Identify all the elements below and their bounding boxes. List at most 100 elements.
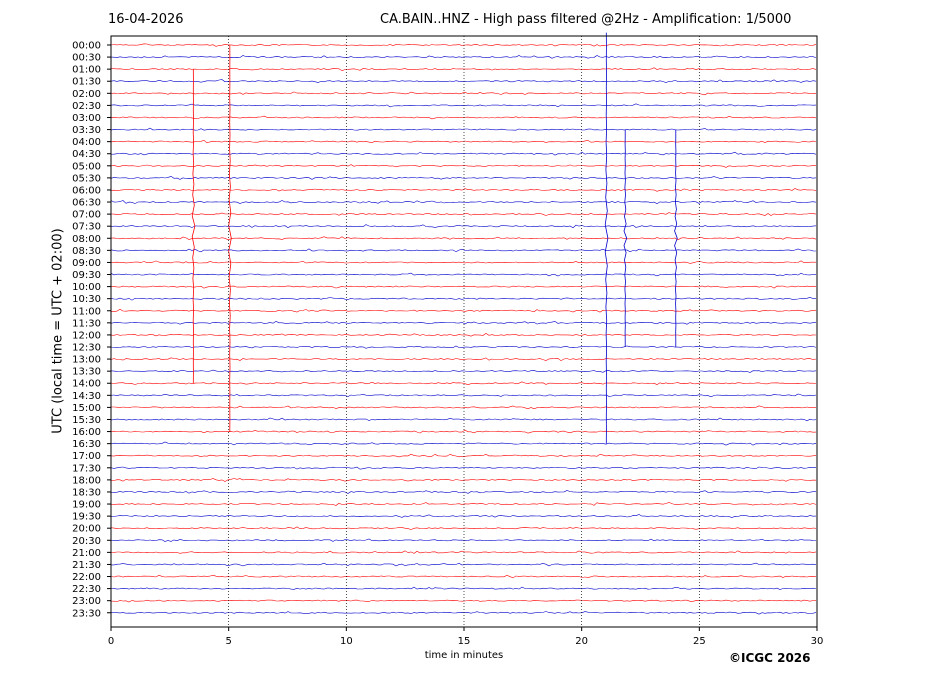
- trace-2330: [110, 611, 817, 615]
- y-tick-label: 01:00: [72, 65, 101, 76]
- trace-0600: [110, 188, 817, 192]
- seismic-events: [191, 32, 678, 444]
- y-tick-label: 13:00: [72, 355, 101, 366]
- y-tick-label: 02:30: [72, 101, 101, 112]
- y-tick-label: 10:30: [72, 294, 101, 305]
- y-tick-label: 06:00: [72, 185, 101, 196]
- y-axis-ticks: 00:0000:3001:0001:3002:0002:3003:0003:30…: [72, 41, 111, 619]
- trace-2200: [110, 574, 817, 579]
- y-tick-label: 22:30: [72, 584, 101, 595]
- trace-1030: [110, 296, 817, 301]
- trace-0030: [110, 55, 817, 59]
- y-tick-label: 00:30: [72, 53, 101, 64]
- trace-1400: [110, 381, 817, 386]
- trace-0000: [110, 43, 817, 47]
- y-tick-label: 05:00: [72, 161, 101, 172]
- y-tick-label: 22:00: [72, 572, 101, 583]
- event-spike: [674, 129, 678, 347]
- x-axis-label: time in minutes: [424, 650, 504, 661]
- trace-0900: [110, 260, 816, 264]
- y-tick-label: 09:30: [72, 270, 101, 281]
- date-label: 16-04-2026: [108, 12, 184, 27]
- y-tick-label: 12:00: [72, 330, 101, 341]
- trace-1130: [110, 321, 817, 325]
- trace-1200: [110, 333, 817, 337]
- trace-0300: [110, 115, 817, 120]
- trace-1630: [110, 441, 817, 446]
- y-tick-label: 15:30: [72, 415, 101, 426]
- y-tick-label: 03:30: [72, 125, 101, 136]
- y-tick-label: 13:30: [72, 367, 101, 378]
- y-tick-label: 08:30: [72, 246, 101, 257]
- event-spike: [604, 32, 609, 444]
- trace-0800: [110, 236, 817, 241]
- trace-1330: [110, 369, 817, 373]
- y-tick-label: 00:00: [72, 41, 101, 52]
- y-tick-label: 11:30: [72, 318, 101, 329]
- x-tick-label: 20: [575, 636, 588, 647]
- y-tick-label: 18:00: [72, 475, 101, 486]
- y-tick-label: 09:00: [72, 258, 101, 269]
- trace-0200: [110, 91, 817, 96]
- y-tick-label: 07:30: [72, 222, 101, 233]
- trace-0330: [110, 127, 817, 131]
- trace-0730: [110, 224, 817, 229]
- y-tick-label: 16:30: [72, 439, 101, 450]
- trace-1600: [110, 429, 817, 434]
- y-tick-label: 11:00: [72, 306, 101, 317]
- y-tick-label: 21:00: [72, 548, 101, 559]
- y-tick-label: 18:30: [72, 487, 101, 498]
- y-tick-label: 04:30: [72, 149, 101, 160]
- trace-1530: [110, 417, 817, 422]
- trace-0700: [110, 212, 817, 216]
- y-tick-label: 06:30: [72, 198, 101, 209]
- x-tick-label: 25: [693, 636, 706, 647]
- trace-1800: [110, 478, 817, 482]
- trace-2300: [110, 599, 817, 603]
- y-tick-label: 16:00: [72, 427, 101, 438]
- trace-0830: [110, 248, 817, 253]
- trace-2030: [110, 538, 817, 542]
- x-tick-label: 10: [340, 636, 353, 647]
- trace-0530: [110, 175, 817, 180]
- x-tick-label: 30: [811, 636, 824, 647]
- y-tick-label: 14:30: [72, 391, 101, 402]
- y-tick-label: 19:00: [72, 500, 101, 511]
- x-tick-label: 15: [458, 636, 471, 647]
- y-tick-label: 20:30: [72, 536, 101, 547]
- trace-0430: [110, 151, 817, 156]
- trace-0400: [110, 139, 817, 144]
- y-tick-label: 03:00: [72, 113, 101, 124]
- x-tick-label: 0: [108, 636, 114, 647]
- plot-frame: [110, 35, 818, 628]
- trace-2130: [110, 562, 817, 567]
- trace-1700: [110, 453, 817, 458]
- x-grid-lines: [228, 36, 700, 627]
- y-tick-label: 12:30: [72, 343, 101, 354]
- y-tick-label: 23:00: [72, 596, 101, 607]
- trace-1100: [110, 308, 817, 313]
- trace-1230: [110, 345, 817, 349]
- event-spike: [228, 44, 232, 432]
- trace-0500: [110, 164, 816, 168]
- y-tick-label: 17:30: [72, 463, 101, 474]
- trace-2230: [110, 586, 817, 590]
- trace-1930: [110, 514, 817, 518]
- trace-1730: [110, 466, 816, 470]
- y-tick-label: 15:00: [72, 403, 101, 414]
- trace-0630: [110, 200, 817, 204]
- y-tick-label: 10:00: [72, 282, 101, 293]
- trace-1900: [110, 502, 817, 506]
- y-tick-label: 01:30: [72, 77, 101, 88]
- trace-1000: [110, 285, 817, 289]
- y-tick-label: 04:00: [72, 137, 101, 148]
- trace-2000: [110, 526, 817, 530]
- chart-title: CA.BAIN..HNZ - High pass filtered @2Hz -…: [380, 12, 792, 27]
- event-spike: [191, 68, 196, 384]
- x-tick-label: 5: [225, 636, 231, 647]
- trace-0100: [110, 67, 817, 72]
- y-tick-label: 21:30: [72, 560, 101, 571]
- y-tick-label: 07:00: [72, 210, 101, 221]
- y-tick-label: 23:30: [72, 608, 101, 619]
